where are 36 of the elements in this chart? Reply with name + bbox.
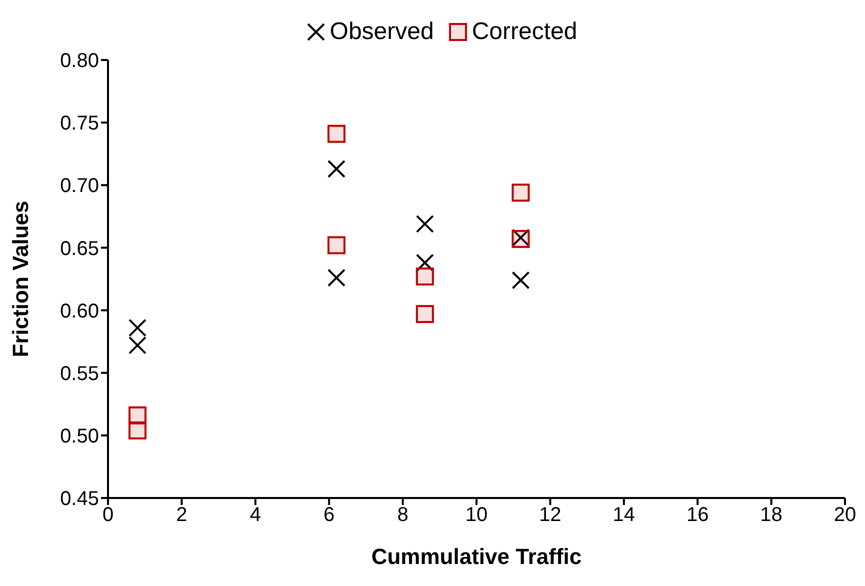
point <box>327 268 346 287</box>
y-tick-label: 0.50 <box>60 426 99 448</box>
point <box>416 305 434 324</box>
x-tick-label: 10 <box>465 504 488 526</box>
point <box>128 318 146 337</box>
y-tick-label: 0.75 <box>60 112 99 135</box>
point <box>327 160 346 178</box>
x-tick-label: 12 <box>539 504 562 526</box>
y-tick-label: 0.45 <box>60 488 99 510</box>
x-tick-label: 16 <box>686 504 709 526</box>
x-tick-label: 6 <box>324 504 335 526</box>
point <box>327 236 346 254</box>
x-tick-label: 18 <box>760 504 782 526</box>
y-tick-label: 0.80 <box>60 50 99 72</box>
x-tick-label: 14 <box>612 504 636 526</box>
point <box>128 421 146 440</box>
x-axis-title: Cummulative Traffic <box>371 544 582 569</box>
x-tick-label: 2 <box>176 504 188 526</box>
x-tick-label: 4 <box>250 504 261 526</box>
legend-label: Observed <box>330 18 434 46</box>
x-tick-label: 0 <box>102 504 114 526</box>
y-tick-label: 0.65 <box>60 238 99 260</box>
y-tick-label: 0.70 <box>60 175 99 198</box>
legend-label: Corrected <box>472 18 578 46</box>
point <box>416 214 434 233</box>
y-axis-title: Friction Values <box>8 200 33 358</box>
x-tick-label: 8 <box>397 504 408 526</box>
point <box>416 254 434 272</box>
point <box>327 124 346 143</box>
point <box>512 271 530 290</box>
point <box>512 184 530 202</box>
point <box>416 267 434 286</box>
x-tick-label: 20 <box>834 504 856 526</box>
point <box>128 336 146 354</box>
y-tick-label: 0.60 <box>60 300 99 322</box>
y-tick-label: 0.55 <box>60 362 99 385</box>
